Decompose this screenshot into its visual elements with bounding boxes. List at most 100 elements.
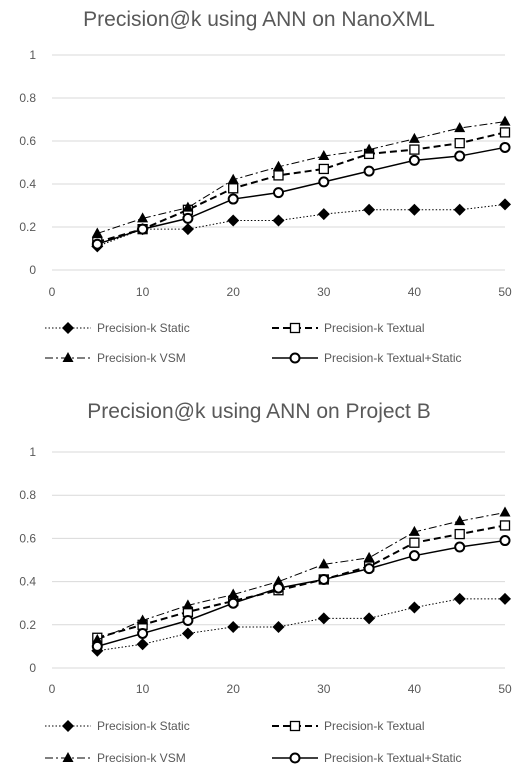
legend-marker — [62, 752, 74, 762]
x-tick-label: 10 — [136, 285, 150, 299]
data-point — [408, 154, 420, 166]
data-point — [272, 214, 285, 227]
x-tick-label: 30 — [317, 285, 331, 299]
y-tick-label: 0.4 — [19, 575, 36, 589]
y-tick-label: 0.2 — [19, 220, 36, 234]
series-line — [97, 203, 506, 247]
data-point — [408, 525, 420, 536]
data-point — [453, 203, 466, 216]
data-point — [182, 201, 194, 212]
data-point — [318, 176, 330, 188]
data-point — [408, 203, 421, 216]
legend-marker — [62, 352, 74, 362]
data-point — [409, 537, 420, 548]
data-point — [363, 551, 375, 562]
series-triangle — [91, 506, 511, 644]
series-diamond — [91, 198, 511, 253]
data-point — [273, 160, 284, 171]
chart-panel-nanoxml: Precision@k using ANN on NanoXML 0 0.2 0.4… — [19, 8, 512, 365]
chart-panel-project-b: Precision@k using ANN on Project B 0 0.2 0… — [0, 384, 518, 768]
data-point — [499, 520, 511, 531]
series-line — [97, 511, 506, 641]
data-point — [363, 165, 375, 177]
series-line — [97, 121, 506, 234]
data-point — [499, 127, 511, 138]
legend-item: Precision-k Textual — [272, 719, 425, 733]
x-tick-label: 20 — [227, 285, 241, 299]
data-point — [408, 550, 420, 562]
legend-marker — [62, 322, 74, 334]
data-point — [454, 122, 466, 133]
data-point — [137, 223, 149, 235]
series-line — [97, 146, 506, 245]
data-point — [318, 558, 330, 569]
data-point — [91, 238, 103, 250]
series-line — [97, 131, 506, 244]
series-line — [97, 539, 506, 648]
data-point — [408, 132, 420, 143]
y-tick-label: 0.6 — [19, 134, 36, 148]
y-tick-label: 1 — [29, 48, 36, 62]
chart-title: Precision@k using ANN on NanoXML — [83, 8, 435, 31]
data-point — [318, 150, 330, 161]
y-tick-label: 1 — [29, 445, 36, 459]
legend-marker — [289, 322, 301, 334]
legend-marker — [289, 352, 301, 364]
legend-label: Precision-k Textual — [324, 321, 425, 335]
data-point — [227, 620, 240, 633]
data-point — [499, 198, 511, 211]
data-point — [499, 592, 511, 605]
x-tick-label: 40 — [408, 682, 422, 696]
series-line — [97, 524, 506, 639]
legend-item: Precision-k VSM — [45, 751, 186, 765]
x-tick-label: 10 — [136, 682, 150, 696]
data-point — [91, 640, 103, 652]
data-point — [499, 115, 511, 126]
data-point — [181, 627, 194, 640]
legend-item: Precision-k VSM — [45, 351, 186, 365]
data-point — [91, 227, 103, 238]
y-tick-label: 0 — [29, 263, 36, 277]
data-point — [91, 633, 103, 644]
legend-item: Precision-k Textual+Static — [272, 751, 462, 765]
data-point — [454, 150, 466, 162]
y-tick-label: 0.6 — [19, 531, 36, 545]
series-line — [97, 598, 505, 652]
data-point — [317, 612, 330, 625]
data-point — [408, 601, 421, 614]
y-tick-label: 0.4 — [19, 177, 36, 191]
legend-label: Precision-k Static — [97, 321, 190, 335]
data-point — [182, 212, 194, 224]
legend-item: Precision-k Textual — [272, 321, 425, 335]
legend-label: Precision-k Textual — [324, 719, 425, 733]
data-point — [182, 614, 194, 626]
data-point — [454, 528, 465, 540]
data-point — [227, 193, 239, 205]
data-point — [453, 592, 466, 605]
data-point — [227, 214, 240, 227]
x-tick-label: 20 — [227, 682, 241, 696]
legend-item: Precision-k Static — [45, 321, 190, 335]
series-triangle — [91, 115, 511, 238]
y-tick-label: 0.2 — [19, 618, 36, 632]
data-point — [363, 612, 376, 625]
legend-label: Precision-k Static — [97, 719, 190, 733]
data-point — [137, 212, 149, 223]
series-circle-open — [91, 535, 511, 652]
series-circle-open — [91, 141, 511, 250]
data-point — [272, 620, 285, 633]
x-tick-label: 0 — [49, 682, 56, 696]
data-point — [227, 173, 239, 184]
data-point — [363, 563, 375, 575]
data-point — [499, 535, 511, 547]
legend-item: Precision-k Static — [45, 719, 190, 733]
data-point — [137, 627, 149, 639]
y-tick-label: 0 — [29, 661, 36, 675]
x-tick-label: 30 — [317, 682, 331, 696]
y-tick-label: 0.8 — [19, 91, 36, 105]
data-point — [318, 573, 330, 585]
data-point — [181, 223, 194, 236]
data-point — [499, 141, 511, 153]
